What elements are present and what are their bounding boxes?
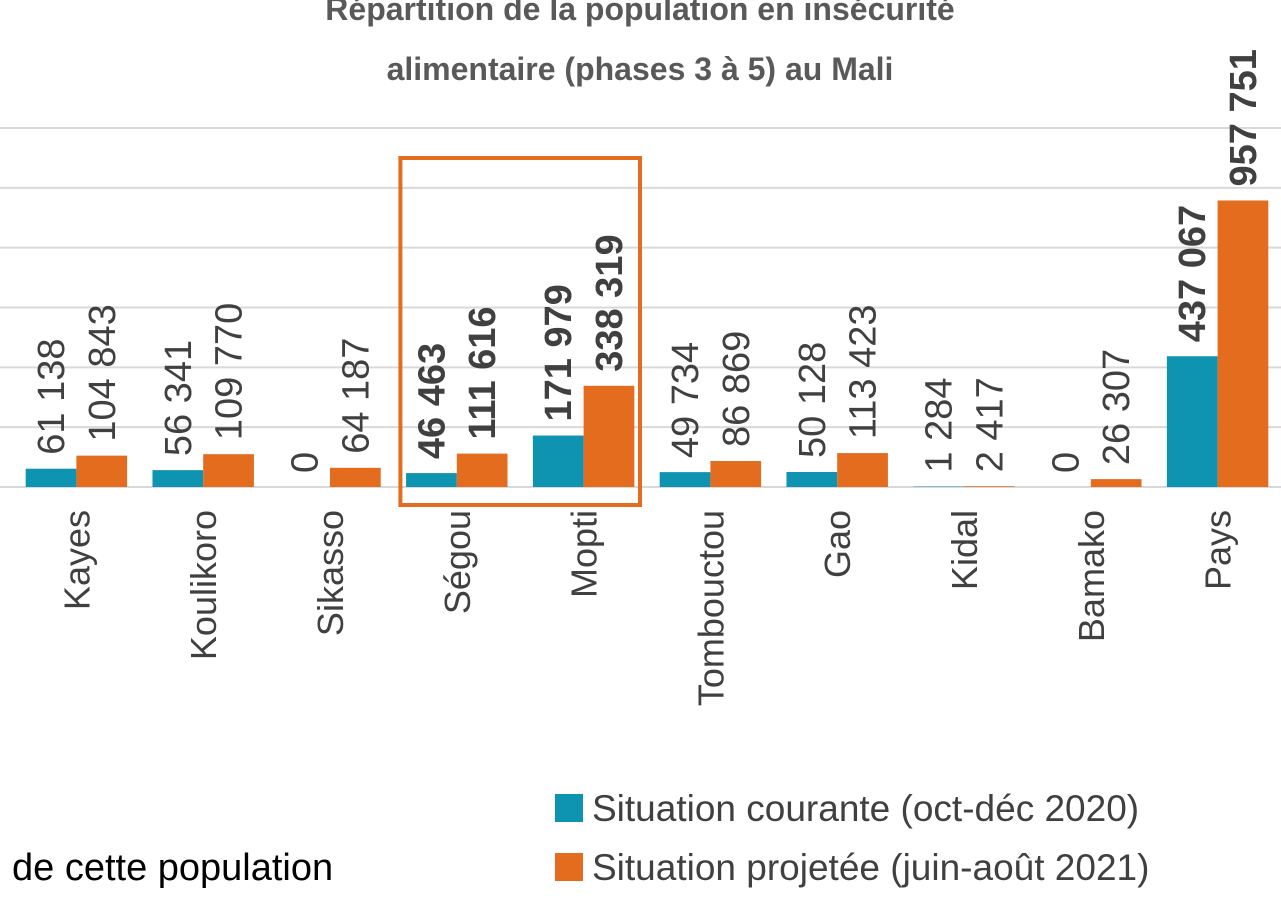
annotation: de cette population bbox=[12, 847, 333, 889]
value-label: 104 843 bbox=[82, 304, 124, 441]
x-tick-label: Kidal bbox=[944, 510, 985, 590]
bar bbox=[964, 486, 1015, 487]
value-label: 49 734 bbox=[665, 342, 707, 458]
x-tick-label: Tombouctou bbox=[690, 510, 731, 706]
bar bbox=[786, 472, 838, 487]
value-label: 0 bbox=[1045, 452, 1087, 473]
bar bbox=[76, 455, 128, 487]
value-label: 46 463 bbox=[411, 343, 453, 459]
value-label: 2 417 bbox=[969, 377, 1011, 472]
x-tick-label: Koulikoro bbox=[183, 510, 224, 660]
legend-label: Situation courante (oct-déc 2020) bbox=[592, 788, 1139, 829]
chart-title: Répartition de la population en insécuri… bbox=[325, 0, 954, 27]
bar bbox=[203, 454, 254, 487]
legend-label: Situation projetée (juin-août 2021) bbox=[592, 847, 1149, 888]
highlight-box bbox=[398, 156, 642, 507]
legend-swatch bbox=[555, 794, 583, 822]
bar bbox=[1166, 356, 1218, 487]
bar bbox=[532, 435, 584, 487]
x-tick-label: Bamako bbox=[1071, 510, 1112, 642]
value-label: 56 341 bbox=[158, 340, 200, 456]
x-tick-label: Mopti bbox=[564, 510, 605, 598]
value-label: 50 128 bbox=[792, 342, 834, 458]
value-label: 437 067 bbox=[1172, 205, 1214, 342]
legend-swatch bbox=[555, 853, 583, 881]
x-tick-label: Sikasso bbox=[310, 510, 351, 636]
x-tick-label: Gao bbox=[817, 510, 858, 578]
x-tick-label: Kayes bbox=[56, 510, 97, 610]
value-label: 338 319 bbox=[589, 234, 631, 371]
value-label: 957 751 bbox=[1223, 49, 1265, 186]
value-label: 171 979 bbox=[538, 284, 580, 421]
x-tick-label: Pays bbox=[1198, 510, 1239, 590]
bar bbox=[25, 468, 77, 487]
bar bbox=[330, 467, 381, 487]
value-label: 0 bbox=[285, 452, 327, 473]
bar bbox=[583, 385, 635, 487]
chart-title: alimentaire (phases 3 à 5) au Mali bbox=[387, 51, 894, 87]
value-label: 61 138 bbox=[31, 338, 73, 454]
value-label: 113 423 bbox=[843, 305, 885, 440]
bar bbox=[659, 472, 711, 487]
bar bbox=[406, 473, 457, 487]
value-label: 26 307 bbox=[1096, 349, 1138, 465]
bar bbox=[837, 453, 888, 487]
bar bbox=[152, 470, 204, 487]
value-label: 1 284 bbox=[919, 378, 961, 473]
bar bbox=[456, 453, 508, 487]
x-tick-label: Ségou bbox=[437, 510, 478, 614]
bar bbox=[1217, 200, 1269, 487]
bar bbox=[710, 461, 762, 487]
value-label: 64 187 bbox=[335, 338, 377, 454]
bar bbox=[1090, 479, 1142, 487]
value-label: 111 616 bbox=[462, 306, 504, 439]
value-label: 109 770 bbox=[209, 303, 251, 440]
value-label: 86 869 bbox=[716, 331, 758, 447]
